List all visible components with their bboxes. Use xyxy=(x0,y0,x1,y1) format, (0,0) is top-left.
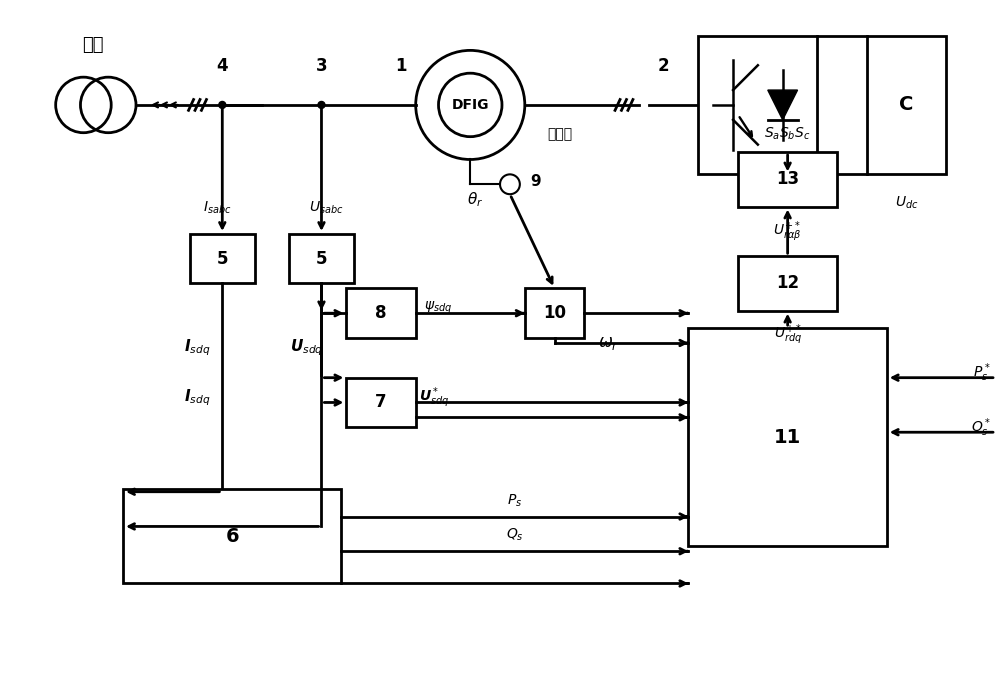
Bar xyxy=(346,378,416,427)
Text: $\psi_{sdq}$: $\psi_{sdq}$ xyxy=(424,300,452,317)
Text: $Q_s$: $Q_s$ xyxy=(506,527,524,543)
Bar xyxy=(123,490,341,584)
Text: 12: 12 xyxy=(776,275,799,292)
Text: 9: 9 xyxy=(530,174,540,188)
Bar xyxy=(190,234,255,283)
Text: $S_aS_bS_c$: $S_aS_bS_c$ xyxy=(764,125,811,142)
Text: $\omega_r$: $\omega_r$ xyxy=(598,334,620,352)
Bar xyxy=(738,256,837,311)
Text: $U^{+*}_{rdq}$: $U^{+*}_{rdq}$ xyxy=(774,323,802,347)
Bar xyxy=(346,288,416,338)
Text: 电网: 电网 xyxy=(83,37,104,54)
Text: 1: 1 xyxy=(395,57,407,75)
Text: $\boldsymbol{U}^*_{sdq}$: $\boldsymbol{U}^*_{sdq}$ xyxy=(419,385,449,410)
Text: $\boldsymbol{I}_{sdq}$: $\boldsymbol{I}_{sdq}$ xyxy=(184,338,211,358)
Text: 7: 7 xyxy=(375,393,387,412)
Text: $U_{sabc}$: $U_{sabc}$ xyxy=(309,199,344,216)
Circle shape xyxy=(318,102,325,108)
Text: $P_s$: $P_s$ xyxy=(507,492,522,508)
Text: $\boldsymbol{U}_{sdq}$: $\boldsymbol{U}_{sdq}$ xyxy=(290,338,323,358)
Text: 13: 13 xyxy=(776,170,799,188)
Polygon shape xyxy=(768,90,798,120)
Text: $\theta_r$: $\theta_r$ xyxy=(467,190,483,209)
Bar xyxy=(867,35,946,174)
Text: 6: 6 xyxy=(225,527,239,546)
Text: $U^{+*}_{r\alpha\beta}$: $U^{+*}_{r\alpha\beta}$ xyxy=(773,219,802,243)
Text: DFIG: DFIG xyxy=(451,98,489,112)
Bar xyxy=(688,328,887,546)
Text: $P_s^*$: $P_s^*$ xyxy=(973,361,991,384)
Circle shape xyxy=(219,102,226,108)
Text: 2: 2 xyxy=(658,57,669,75)
Text: 8: 8 xyxy=(375,304,387,322)
Text: 3: 3 xyxy=(316,57,327,75)
Text: $I_{sabc}$: $I_{sabc}$ xyxy=(203,199,232,216)
Bar xyxy=(289,234,354,283)
Text: 5: 5 xyxy=(217,250,228,268)
Text: 10: 10 xyxy=(543,304,566,322)
Text: $U_{dc}$: $U_{dc}$ xyxy=(895,194,918,211)
Text: 光码盘: 光码盘 xyxy=(547,127,572,142)
Bar xyxy=(698,35,817,174)
Text: $Q_s^*$: $Q_s^*$ xyxy=(971,416,991,439)
Text: 11: 11 xyxy=(774,428,801,447)
Text: 5: 5 xyxy=(316,250,327,268)
Text: $\boldsymbol{I}_{sdq}$: $\boldsymbol{I}_{sdq}$ xyxy=(184,387,211,407)
Text: 4: 4 xyxy=(216,57,228,75)
Text: C: C xyxy=(899,96,914,115)
Bar xyxy=(525,288,584,338)
Bar xyxy=(738,152,837,207)
